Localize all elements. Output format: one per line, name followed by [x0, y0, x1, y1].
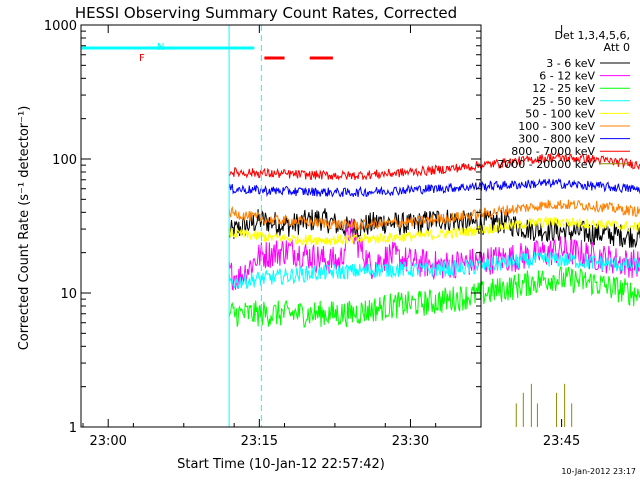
x-tick-label-2: 23:15	[241, 434, 278, 449]
x-tick-label-4: 23:45	[543, 434, 580, 449]
y-axis-label: Corrected Count Rate (s⁻¹ detector⁻¹)	[17, 106, 32, 351]
legend-label-4: 25 - 50 keV	[532, 95, 595, 108]
chart-title: HESSI Observing Summary Count Rates, Cor…	[75, 4, 457, 22]
x-tick-label-1: 23:00	[89, 434, 126, 449]
timestamp: 10-Jan-2012 23:17	[561, 467, 636, 476]
series-line-4	[228, 251, 640, 290]
series-line-8	[228, 151, 640, 181]
legend-title-2: Att 0	[604, 41, 630, 54]
series-line-2	[228, 218, 640, 291]
legend-label-5: 50 - 100 keV	[525, 107, 595, 120]
y-axis: 1 10 100 1000	[44, 19, 481, 436]
series-line-7	[228, 177, 640, 198]
legend-label-6: 100 - 300 keV	[518, 120, 595, 133]
legend-title-1: Det 1,3,4,5,6,	[554, 29, 630, 42]
x-axis-label: Start Time (10-Jan-12 22:57:42)	[177, 457, 385, 472]
legend-label-1: 3 - 6 keV	[546, 57, 595, 70]
legend-label-7: 300 - 800 keV	[518, 133, 595, 146]
legend-label-3: 12 - 25 keV	[532, 82, 595, 95]
plot-frame	[80, 24, 482, 428]
series-line-3	[228, 266, 640, 328]
flag-n-label: N	[157, 42, 164, 53]
series-layer	[228, 151, 640, 427]
y-tick-label-4: 1000	[44, 19, 77, 34]
flag-f-label: F	[139, 53, 145, 64]
x-tick-label-3: 23:30	[392, 434, 429, 449]
y-tick-label-2: 10	[60, 287, 77, 302]
annotation-layer: FNS	[81, 25, 333, 427]
legend-label-8: 800 - 7000 keV	[511, 145, 595, 158]
legend-label-9: 7000 - 20000 keV	[497, 158, 595, 171]
legend-label-2: 6 - 12 keV	[539, 70, 595, 83]
y-tick-label-3: 100	[52, 153, 77, 168]
y-tick-label-1: 1	[69, 421, 77, 436]
series-line-6	[228, 199, 640, 231]
series-line-5	[228, 215, 640, 246]
